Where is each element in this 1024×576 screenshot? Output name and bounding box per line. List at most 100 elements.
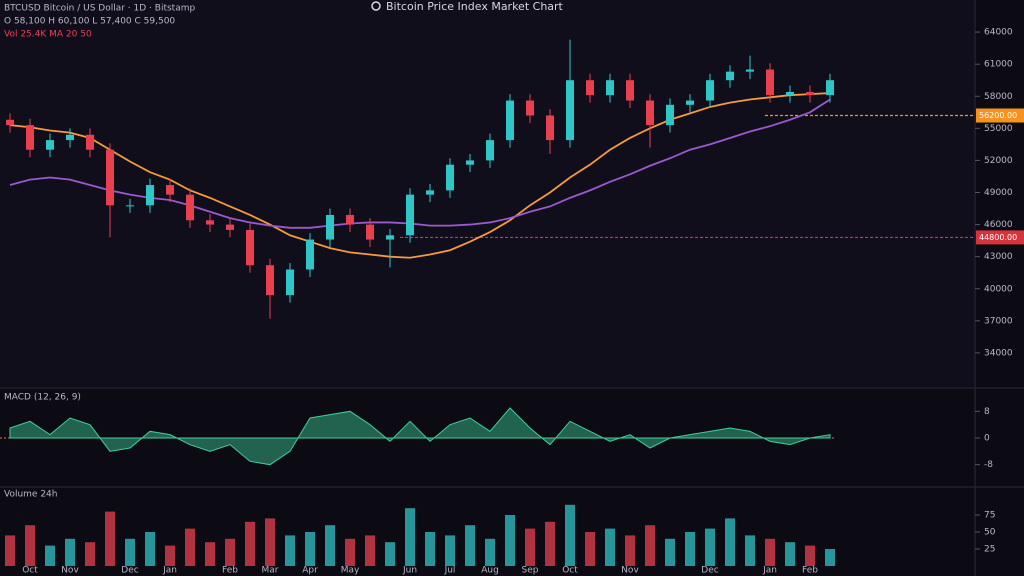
x-tick-label: Nov	[621, 566, 639, 576]
volume-bar	[425, 532, 435, 566]
volume-bar	[325, 525, 335, 566]
volume-bar	[285, 535, 295, 566]
y-tick-label: 8	[984, 407, 990, 417]
volume-bar	[745, 535, 755, 566]
volume-bar	[545, 521, 555, 566]
candle-body	[666, 104, 674, 126]
y-tick-label: 0	[984, 434, 990, 444]
candle-body	[6, 119, 14, 126]
indicator-info: Vol 25.4K MA 20 50	[4, 30, 92, 40]
volume-bar	[785, 542, 795, 566]
y-tick-label: 37000	[984, 316, 1013, 326]
oscillator-area	[9, 407, 831, 466]
volume-bar	[25, 525, 35, 566]
x-tick-label: May	[341, 566, 360, 576]
candle-body	[546, 115, 554, 141]
volume-bar	[265, 518, 275, 566]
x-tick-label: Jan	[762, 566, 777, 576]
price-pane	[0, 0, 975, 386]
candle-body	[226, 224, 234, 230]
candle-body	[306, 239, 314, 270]
x-tick-label: Jun	[402, 566, 417, 576]
candle-body	[586, 80, 594, 96]
volume-bar	[305, 532, 315, 566]
volume-bar	[225, 538, 235, 566]
candle-body	[186, 194, 194, 221]
candle-body	[566, 80, 574, 141]
volume-bar	[165, 545, 175, 566]
candle-body	[526, 100, 534, 116]
y-tick-label: 49000	[984, 188, 1013, 198]
volume-bar	[405, 508, 415, 566]
y-tick-label: 50	[984, 528, 996, 538]
candle-body	[726, 71, 734, 81]
volume-bar	[725, 518, 735, 566]
x-tick-label: Oct	[562, 566, 578, 576]
volume-bar	[185, 528, 195, 566]
volume-bar	[65, 538, 75, 566]
volume-bar	[365, 535, 375, 566]
ohlc-info: O 58,100 H 60,100 L 57,400 C 59,500	[4, 17, 175, 27]
candle-body	[386, 235, 394, 240]
volume-bar	[705, 528, 715, 566]
volume-bar	[525, 528, 535, 566]
x-tick-label: Jan	[162, 566, 177, 576]
y-tick-label: 52000	[984, 156, 1013, 166]
volume-bar	[245, 521, 255, 566]
volume-bar	[345, 538, 355, 566]
candle-body	[326, 214, 334, 240]
y-tick-label: 46000	[984, 220, 1013, 230]
candle-body	[486, 140, 494, 161]
level-tag	[976, 230, 1024, 245]
title-icon	[371, 1, 381, 11]
x-tick-label: Dec	[121, 566, 138, 576]
candle-body	[646, 100, 654, 126]
y-tick-label: 64000	[984, 28, 1013, 38]
candle-body	[626, 80, 634, 101]
volume-bar	[465, 525, 475, 566]
x-tick-label: Jul	[444, 566, 456, 576]
x-tick-label: Oct	[22, 566, 38, 576]
x-tick-label: Dec	[701, 566, 718, 576]
y-tick-label: 40000	[984, 284, 1013, 294]
y-tick-label: 75	[984, 511, 995, 521]
candle-body	[46, 140, 54, 150]
volume-bar	[145, 532, 155, 566]
y-tick-label: 58000	[984, 92, 1013, 102]
level-label: 44800.00	[979, 233, 1017, 242]
volume-bar	[85, 542, 95, 566]
candle-body	[246, 229, 254, 266]
ma-line	[9, 92, 831, 259]
candle-body	[106, 149, 114, 206]
volume-bar	[565, 504, 575, 566]
candle-body	[766, 69, 774, 96]
level-label: 56200.00	[979, 111, 1017, 120]
candle-body	[466, 160, 474, 165]
x-tick-label: Aug	[481, 566, 499, 576]
y-tick-label: -8	[984, 460, 993, 470]
volume-bar	[205, 542, 215, 566]
candle-body	[206, 220, 214, 225]
volume-bar	[585, 532, 595, 566]
x-tick-label: Nov	[61, 566, 79, 576]
volume-bar	[825, 549, 835, 566]
chart-title: Bitcoin Price Index Market Chart	[386, 0, 564, 13]
volume-bar	[125, 538, 135, 566]
x-tick-label: Mar	[262, 566, 279, 576]
symbol-info: BTCUSD Bitcoin / US Dollar · 1D · Bitsta…	[4, 4, 195, 14]
y-tick-label: 43000	[984, 252, 1013, 262]
x-tick-label: Apr	[302, 566, 318, 576]
y-tick-label: 55000	[984, 124, 1013, 134]
candle-body	[126, 205, 134, 207]
volume-bar	[625, 535, 635, 566]
volume-bar	[485, 538, 495, 566]
candle-body	[26, 125, 34, 150]
y-tick-label: 34000	[984, 348, 1013, 358]
volume-bar	[385, 542, 395, 566]
candle-body	[426, 190, 434, 195]
volume-bar	[645, 525, 655, 566]
volume-bar	[685, 532, 695, 566]
x-tick-label: Sep	[522, 566, 539, 576]
